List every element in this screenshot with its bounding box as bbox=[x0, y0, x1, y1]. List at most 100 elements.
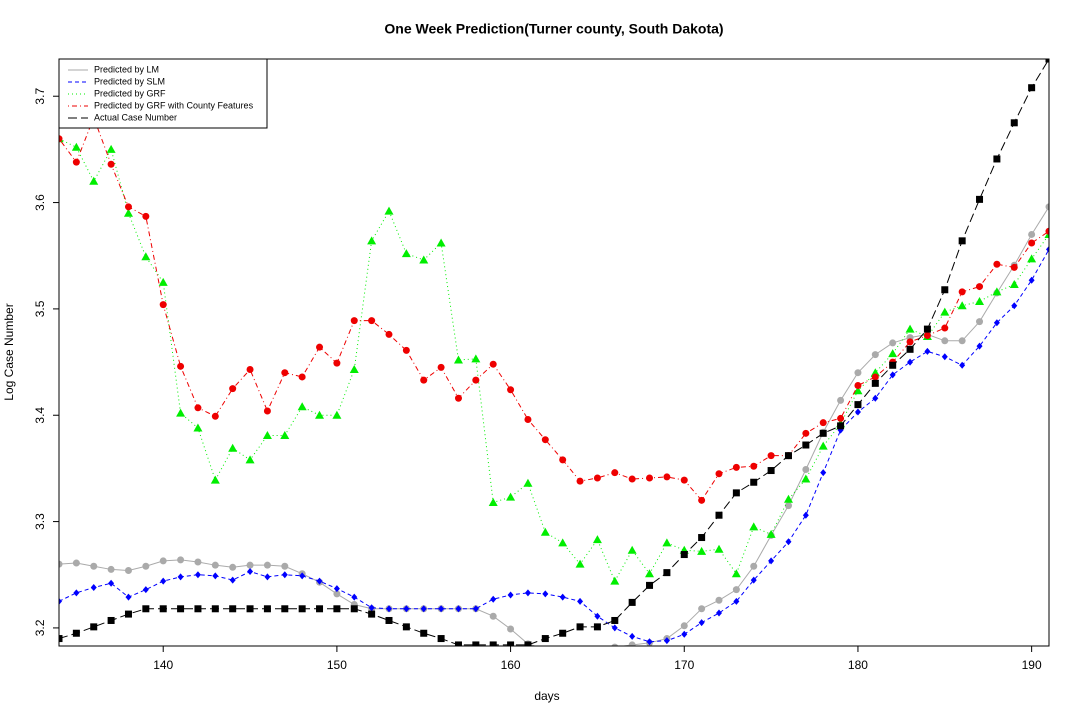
point bbox=[802, 465, 810, 473]
plot-frame bbox=[58, 58, 1050, 647]
point bbox=[976, 318, 984, 326]
series-line bbox=[59, 116, 1049, 502]
point bbox=[90, 562, 98, 570]
point bbox=[698, 619, 705, 627]
point bbox=[1028, 84, 1036, 92]
point bbox=[488, 497, 498, 506]
x-axis-label: days bbox=[534, 689, 559, 703]
point bbox=[957, 301, 967, 310]
series-line bbox=[59, 249, 1049, 643]
point bbox=[194, 605, 202, 613]
point bbox=[332, 410, 342, 419]
point bbox=[749, 522, 759, 531]
legend-label: Predicted by LM bbox=[94, 64, 159, 74]
point bbox=[905, 324, 915, 333]
point bbox=[941, 286, 949, 294]
point bbox=[298, 605, 306, 613]
point bbox=[924, 347, 931, 355]
point bbox=[72, 559, 80, 567]
point bbox=[577, 648, 584, 655]
point bbox=[802, 429, 810, 437]
series-line bbox=[59, 59, 1049, 646]
chart-title: One Week Prediction(Turner county, South… bbox=[384, 21, 723, 37]
y-tick-label: 3.5 bbox=[33, 300, 47, 317]
point bbox=[663, 637, 670, 645]
point bbox=[992, 287, 1002, 296]
point bbox=[645, 569, 655, 578]
point bbox=[455, 605, 462, 613]
point bbox=[837, 422, 845, 430]
point bbox=[281, 571, 288, 579]
point bbox=[750, 462, 758, 470]
point bbox=[802, 441, 810, 449]
point bbox=[349, 365, 359, 374]
point bbox=[889, 339, 897, 347]
point bbox=[558, 538, 568, 547]
point bbox=[870, 368, 880, 377]
point bbox=[437, 363, 445, 371]
point bbox=[263, 561, 271, 569]
point bbox=[437, 635, 445, 643]
legend-label: Predicted by SLM bbox=[94, 76, 165, 86]
point bbox=[680, 551, 688, 559]
point bbox=[1027, 254, 1037, 263]
point bbox=[160, 577, 167, 585]
point bbox=[142, 212, 150, 220]
point bbox=[507, 641, 515, 646]
point bbox=[559, 593, 566, 601]
point bbox=[1011, 302, 1018, 310]
point bbox=[124, 566, 132, 574]
point bbox=[592, 535, 602, 544]
point bbox=[1046, 245, 1049, 253]
point bbox=[489, 360, 497, 368]
point bbox=[297, 402, 307, 411]
point bbox=[507, 386, 515, 394]
point bbox=[610, 576, 620, 585]
point bbox=[246, 366, 254, 374]
point bbox=[106, 144, 116, 153]
point bbox=[454, 394, 462, 402]
point bbox=[872, 394, 879, 402]
point bbox=[595, 645, 599, 646]
point bbox=[663, 473, 671, 481]
point bbox=[854, 401, 862, 409]
point bbox=[715, 596, 723, 604]
point bbox=[732, 586, 740, 594]
point bbox=[628, 598, 636, 606]
point bbox=[629, 632, 636, 640]
point bbox=[350, 605, 358, 613]
point bbox=[1045, 203, 1049, 211]
point bbox=[1045, 59, 1049, 63]
point bbox=[819, 419, 827, 427]
point bbox=[368, 604, 375, 612]
point bbox=[750, 576, 757, 584]
point bbox=[731, 569, 741, 578]
point bbox=[559, 629, 567, 637]
point bbox=[819, 429, 827, 437]
point bbox=[245, 455, 255, 464]
point bbox=[697, 546, 707, 555]
point bbox=[907, 358, 914, 366]
point bbox=[801, 474, 811, 483]
point bbox=[263, 407, 271, 415]
point bbox=[333, 585, 340, 593]
point bbox=[750, 478, 758, 486]
legend-label: Actual Case Number bbox=[94, 112, 177, 122]
point bbox=[420, 629, 428, 637]
series-line bbox=[59, 138, 1049, 583]
point bbox=[506, 492, 516, 501]
point bbox=[767, 452, 775, 460]
point bbox=[1010, 119, 1018, 127]
point bbox=[402, 623, 410, 631]
point bbox=[177, 573, 184, 581]
point bbox=[941, 337, 949, 345]
point bbox=[611, 643, 619, 646]
point bbox=[646, 474, 654, 482]
point bbox=[576, 623, 584, 631]
point bbox=[280, 430, 290, 439]
point bbox=[420, 376, 428, 384]
point bbox=[732, 489, 740, 497]
point bbox=[837, 414, 845, 422]
point bbox=[89, 176, 99, 185]
point bbox=[177, 556, 185, 564]
